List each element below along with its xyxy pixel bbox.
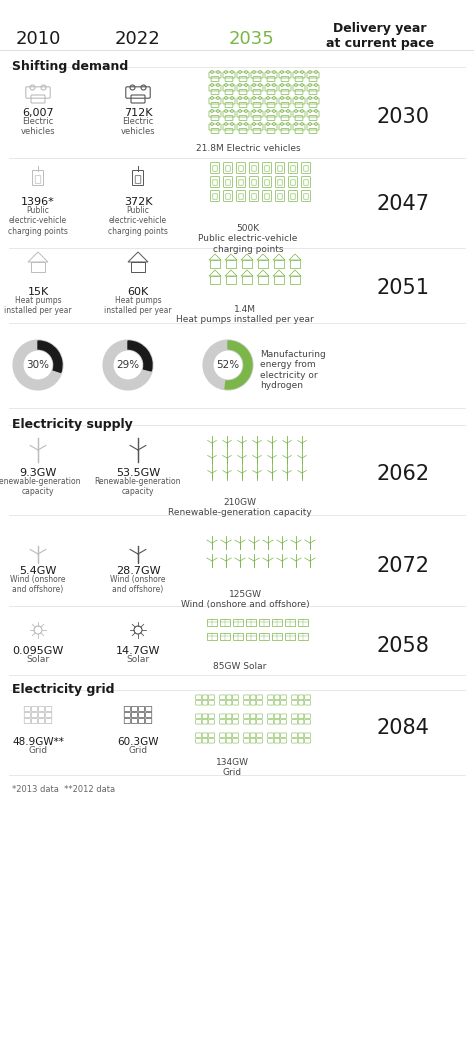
Bar	[233, 632, 243, 640]
Bar	[226, 276, 236, 284]
Text: 1396*: 1396*	[21, 198, 55, 207]
Bar	[233, 619, 243, 626]
Bar	[246, 632, 256, 640]
Text: 0.095GW: 0.095GW	[12, 646, 64, 656]
Text: 125GW
Wind (onshore and offshore): 125GW Wind (onshore and offshore)	[181, 590, 310, 609]
Bar	[272, 619, 282, 626]
Text: Grid: Grid	[128, 746, 147, 754]
Bar	[210, 260, 220, 268]
Text: 2062: 2062	[376, 464, 429, 484]
Text: 2010: 2010	[15, 30, 61, 48]
Bar	[246, 619, 256, 626]
Text: 500K
Public electric-vehicle
charging points: 500K Public electric-vehicle charging po…	[198, 224, 298, 254]
Text: 60.3GW: 60.3GW	[117, 737, 159, 747]
Text: 21.8M Electric vehicles: 21.8M Electric vehicles	[196, 144, 301, 153]
Text: 210GW
Renewable-generation capacity: 210GW Renewable-generation capacity	[168, 498, 312, 517]
Text: Wind (onshore
and offshore): Wind (onshore and offshore)	[10, 575, 66, 595]
Bar	[242, 276, 252, 284]
Text: 29%: 29%	[117, 359, 139, 370]
Text: 2022: 2022	[115, 30, 161, 48]
Text: 2047: 2047	[376, 194, 429, 214]
Bar	[285, 632, 295, 640]
Text: Electric
vehicles: Electric vehicles	[21, 117, 55, 137]
Text: Electricity grid: Electricity grid	[12, 683, 115, 696]
Text: Renewable-generation
capacity: Renewable-generation capacity	[0, 477, 81, 496]
Text: 30%: 30%	[27, 359, 49, 370]
Bar	[226, 260, 236, 268]
Text: 15K: 15K	[27, 287, 49, 297]
Text: 712K: 712K	[124, 108, 152, 118]
Text: 1.4M
Heat pumps installed per year: 1.4M Heat pumps installed per year	[176, 305, 314, 324]
Text: 9.3GW: 9.3GW	[19, 468, 57, 478]
Text: *2013 data  **2012 data: *2013 data **2012 data	[12, 785, 115, 794]
Text: 48.9GW**: 48.9GW**	[12, 737, 64, 747]
Bar	[207, 619, 217, 626]
Text: 28.7GW: 28.7GW	[116, 566, 160, 576]
Bar	[242, 260, 252, 268]
Text: Public
electric-vehicle
charging points: Public electric-vehicle charging points	[8, 206, 68, 236]
Text: 85GW Solar: 85GW Solar	[213, 661, 267, 671]
Text: 2030: 2030	[376, 107, 429, 127]
Text: 14.7GW: 14.7GW	[116, 646, 160, 656]
Text: 2084: 2084	[376, 718, 429, 738]
Text: 2058: 2058	[376, 636, 429, 656]
Text: 53.5GW: 53.5GW	[116, 468, 160, 478]
Bar	[272, 632, 282, 640]
Text: 372K: 372K	[124, 198, 152, 207]
Text: 5.4GW: 5.4GW	[19, 566, 57, 576]
Text: 2051: 2051	[376, 278, 429, 298]
Text: Solar: Solar	[27, 655, 50, 664]
Text: Grid: Grid	[28, 746, 47, 754]
Bar	[285, 619, 295, 626]
Text: Heat pumps
installed per year: Heat pumps installed per year	[4, 296, 72, 316]
Bar	[274, 276, 284, 284]
Text: Electric
vehicles: Electric vehicles	[121, 117, 155, 137]
Text: 6,007: 6,007	[22, 108, 54, 118]
Text: Electricity supply: Electricity supply	[12, 418, 133, 431]
Text: Delivery year
at current pace: Delivery year at current pace	[326, 22, 434, 50]
Text: Wind (onshore
and offshore): Wind (onshore and offshore)	[110, 575, 166, 595]
Bar	[290, 260, 300, 268]
Text: Heat pumps
installed per year: Heat pumps installed per year	[104, 296, 172, 316]
Bar	[274, 260, 284, 268]
Bar	[259, 632, 269, 640]
Text: Shifting demand: Shifting demand	[12, 60, 128, 73]
Text: Manufacturing
energy from
electricity or
hydrogen: Manufacturing energy from electricity or…	[260, 350, 326, 390]
Wedge shape	[128, 341, 152, 371]
Bar	[210, 276, 220, 284]
Text: 52%: 52%	[217, 359, 239, 370]
Bar	[220, 632, 230, 640]
Text: Solar: Solar	[127, 655, 150, 664]
Bar	[298, 619, 308, 626]
Bar	[131, 262, 145, 272]
Wedge shape	[225, 341, 252, 389]
Bar	[290, 276, 300, 284]
Bar	[298, 632, 308, 640]
Bar	[258, 260, 268, 268]
Text: 134GW
Grid: 134GW Grid	[216, 758, 248, 777]
Text: 2035: 2035	[229, 30, 275, 48]
Bar	[31, 262, 45, 272]
Text: 2072: 2072	[376, 556, 429, 576]
Bar	[220, 619, 230, 626]
Text: Renewable-generation
capacity: Renewable-generation capacity	[95, 477, 181, 496]
Bar	[207, 632, 217, 640]
Text: 60K: 60K	[128, 287, 149, 297]
Wedge shape	[38, 341, 62, 372]
Bar	[258, 276, 268, 284]
Bar	[259, 619, 269, 626]
Text: Public
electric-vehicle
charging points: Public electric-vehicle charging points	[108, 206, 168, 236]
